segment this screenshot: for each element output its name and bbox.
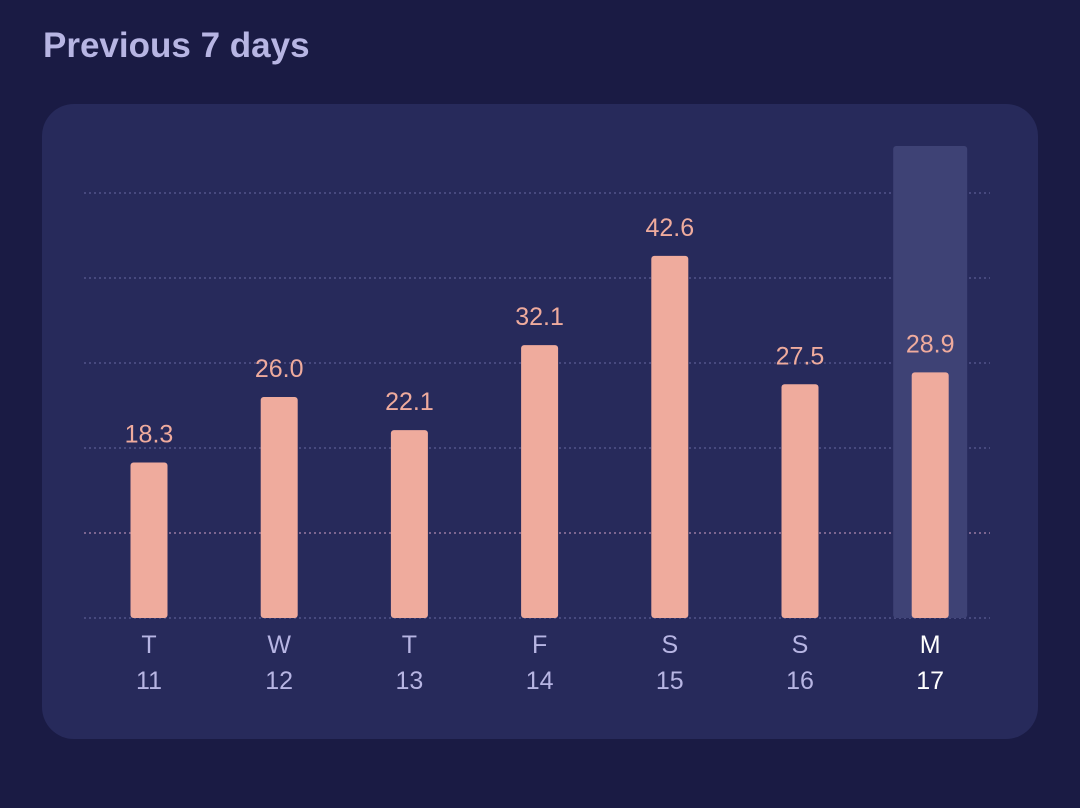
x-tick-date-label: 16: [786, 667, 814, 695]
x-tick-day-label: M: [920, 631, 941, 659]
x-tick-day-label: T: [402, 631, 417, 659]
x-tick-date-label: 17: [916, 667, 944, 695]
bar[interactable]: [521, 345, 559, 618]
gridlines: [84, 192, 990, 619]
bar-chart: 18.3 26.0 22.1 32.1 42.6 27.5 28.9 T 11 W 12 T 13 F 1…: [84, 146, 990, 695]
chart-card: 18.3 26.0 22.1 32.1 42.6 27.5 28.9 T 11 W 12 T 13 F 1…: [42, 104, 1038, 739]
value-label: 32.1: [515, 303, 564, 331]
x-tick-day-label: F: [532, 631, 547, 659]
section-title: Previous 7 days: [43, 26, 310, 65]
x-tick-day-label: T: [141, 631, 156, 659]
value-labels: 18.3 26.0 22.1 32.1 42.6 27.5 28.9: [125, 214, 955, 449]
x-tick-date-label: 11: [136, 667, 162, 695]
value-label: 22.1: [385, 388, 434, 416]
x-tick-date-label: 12: [265, 667, 293, 695]
bar[interactable]: [260, 397, 298, 618]
bar[interactable]: [781, 384, 819, 618]
bar[interactable]: [911, 372, 949, 618]
x-tick-date-label: 15: [656, 667, 684, 695]
x-axis-labels: T 11 W 12 T 13 F 14 S 15 S 16 M 17: [136, 631, 944, 695]
x-tick-day-label: S: [792, 631, 809, 659]
x-tick-day-label: S: [661, 631, 678, 659]
value-label: 27.5: [776, 342, 825, 370]
x-tick-date-label: 14: [526, 667, 554, 695]
x-tick-day-label: W: [267, 631, 291, 659]
bar[interactable]: [390, 430, 428, 618]
bars: [130, 255, 949, 618]
value-label: 42.6: [645, 214, 694, 242]
value-label: 26.0: [255, 355, 304, 383]
bar[interactable]: [130, 462, 168, 618]
value-label: 18.3: [125, 420, 174, 448]
x-tick-date-label: 13: [395, 667, 423, 695]
bar[interactable]: [651, 255, 689, 618]
value-label: 28.9: [906, 330, 955, 358]
